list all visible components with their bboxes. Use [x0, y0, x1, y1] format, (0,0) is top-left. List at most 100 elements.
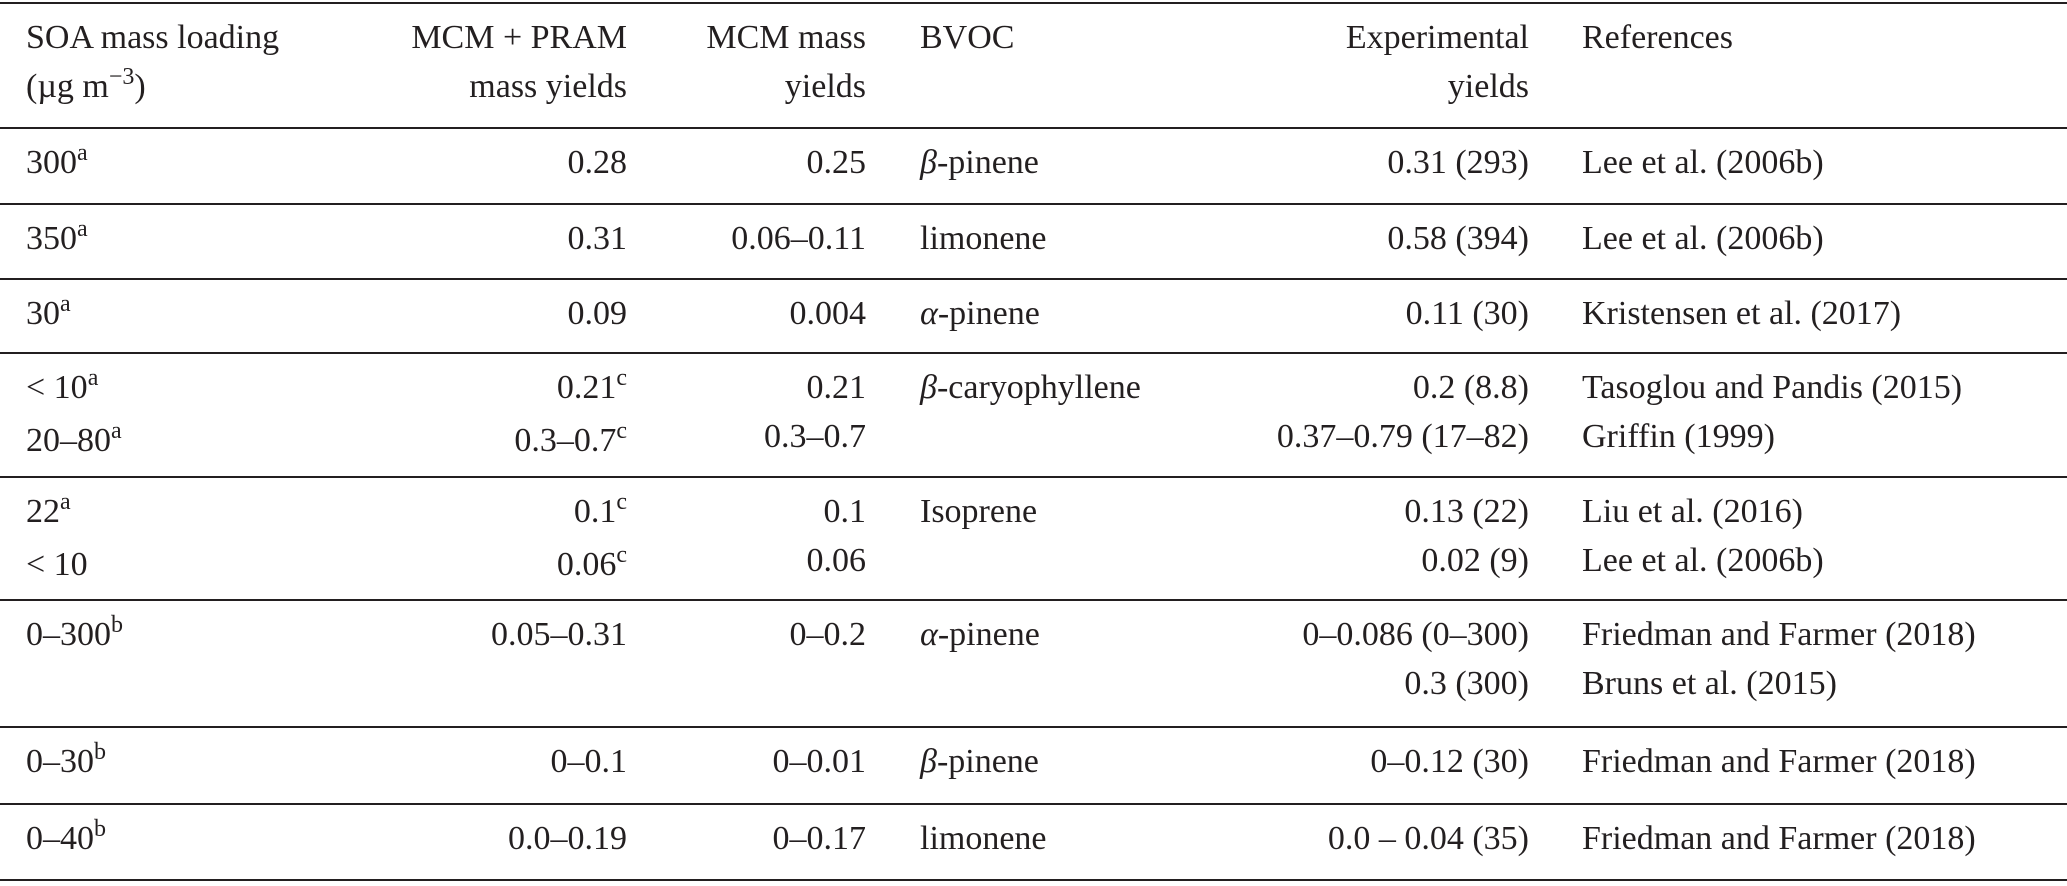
table-cell: Lee et al. (2006b) [1582, 138, 1824, 187]
table-cell: 0.13 (22) 0.02 (9) [1404, 487, 1529, 585]
cell-text: 0.3–0.7 [514, 422, 617, 459]
cell-line: 0–0.12 (30) [1370, 737, 1529, 786]
cell-line: 0.05–0.31 [491, 610, 627, 659]
cell-text: 0.58 (394) [1387, 220, 1529, 257]
cell-text: 0.28 [567, 144, 628, 181]
footnote-mark: c [616, 489, 627, 515]
cell-text: 0–40 [26, 820, 94, 857]
cell-text: Isoprene [920, 493, 1038, 530]
cell-text: Griffin (1999) [1582, 418, 1775, 455]
cell-line: 0.13 (22) [1404, 487, 1529, 536]
table-cell: 0.21c 0.3–0.7c [514, 363, 627, 469]
cell-line: 0.21c [514, 363, 627, 416]
footnote-mark: b [94, 739, 106, 765]
cell-line: MCM + PRAM [411, 13, 627, 62]
table-rule [0, 803, 2067, 805]
table-cell: 0.2 (8.8) 0.37–0.79 (17–82) [1277, 363, 1529, 461]
cell-line: 0.31 (293) [1387, 138, 1529, 187]
cell-text: (µg m [26, 68, 109, 105]
cell-text: Bruns et al. (2015) [1582, 665, 1837, 702]
table-cell: 0–0.01 [773, 737, 867, 786]
table-cell: 30a [26, 289, 71, 342]
cell-text: mass yields [469, 68, 627, 105]
cell-text: 0–0.17 [772, 820, 867, 857]
cell-text: 0.3 (300) [1404, 665, 1529, 702]
cell-line: 0.3 (300) [1302, 659, 1529, 708]
table-rule [0, 599, 2067, 601]
table-cell: Friedman and Farmer (2018) [1582, 814, 1976, 863]
cell-line: < 10 [26, 540, 88, 589]
cell-text: β-pinene [920, 743, 1039, 780]
cell-text: 0.31 (293) [1387, 144, 1529, 181]
cell-text: limonene [920, 820, 1047, 857]
table-cell: β-caryophyllene [920, 363, 1141, 412]
cell-text: Friedman and Farmer (2018) [1582, 743, 1976, 780]
table-rule [0, 127, 2067, 129]
table-cell: 0.09 [568, 289, 628, 338]
cell-line: 300a [26, 138, 88, 191]
header-cell: BVOC [920, 13, 1014, 62]
footnote-mark: a [77, 216, 88, 242]
cell-text: Tasoglou and Pandis (2015) [1582, 369, 1963, 406]
cell-text: < 10 [26, 546, 88, 583]
table-cell: 0.0–0.19 [508, 814, 627, 863]
cell-text: Kristensen et al. (2017) [1582, 295, 1902, 332]
cell-text: 0.37–0.79 (17–82) [1276, 418, 1529, 455]
cell-line: Griffin (1999) [1582, 412, 1962, 461]
table-cell: 0–300b [26, 610, 123, 663]
footnote-mark: a [77, 140, 88, 166]
cell-line: 350a [26, 214, 88, 267]
cell-text: 0–0.086 (0–300) [1302, 616, 1529, 653]
cell-line: 0.58 (394) [1387, 214, 1529, 263]
table-cell: 0–0.086 (0–300) 0.3 (300) [1302, 610, 1529, 708]
table-cell: 0.0 – 0.04 (35) [1328, 814, 1529, 863]
footnote-mark: c [616, 542, 627, 568]
table-rule [0, 2, 2067, 4]
table-cell: Friedman and Farmer (2018) Bruns et al. (… [1582, 610, 1976, 708]
table-cell: 0–40b [26, 814, 106, 867]
cell-text: 0.004 [789, 295, 867, 332]
header-cell: Experimental yields [1346, 13, 1529, 111]
cell-line: 20–80a [26, 416, 122, 469]
cell-line: Liu et al. (2016) [1582, 487, 1824, 536]
cell-text: 0–0.12 (30) [1370, 743, 1529, 780]
cell-line: < 10a [26, 363, 122, 416]
cell-text: limonene [920, 220, 1047, 257]
footnote-mark: c [616, 418, 627, 444]
cell-text: 0.1 [573, 493, 617, 530]
cell-line: 0.31 [568, 214, 628, 263]
table-cell: 22a < 10 [26, 487, 88, 589]
cell-text: Experimental [1345, 19, 1529, 56]
cell-line: β-caryophyllene [920, 363, 1141, 412]
table-cell: α-pinene [920, 289, 1040, 338]
cell-text: MCM mass [706, 19, 866, 56]
cell-text: Friedman and Farmer (2018) [1582, 820, 1976, 857]
table-cell: 0.06–0.11 [731, 214, 866, 263]
cell-text: 0.06 [556, 546, 617, 583]
table-cell: 0.28 [568, 138, 628, 187]
cell-text: 20–80 [26, 422, 111, 459]
cell-line: 0.1 [807, 487, 867, 536]
cell-line: yields [706, 62, 866, 111]
cell-line: 0–40b [26, 814, 106, 867]
cell-text: ) [134, 68, 146, 105]
cell-line: 0–0.1 [551, 737, 628, 786]
cell-line: 0.37–0.79 (17–82) [1277, 412, 1529, 461]
table-cell: β-pinene [920, 138, 1039, 187]
cell-text: < 10 [26, 369, 88, 406]
cell-text: 30 [26, 295, 60, 332]
table-cell: 0–30b [26, 737, 106, 790]
cell-line: Isoprene [920, 487, 1037, 536]
cell-line: yields [1346, 62, 1529, 111]
footnote-mark: b [94, 816, 106, 842]
cell-line: References [1582, 13, 1733, 62]
cell-text: β-pinene [920, 144, 1039, 181]
cell-text: 0.06 [806, 542, 867, 579]
table-cell: α-pinene [920, 610, 1040, 659]
cell-line: Tasoglou and Pandis (2015) [1582, 363, 1962, 412]
cell-line: BVOC [920, 13, 1014, 62]
table-cell: Isoprene [920, 487, 1037, 536]
table-rule [0, 726, 2067, 728]
cell-text: 0–0.2 [789, 616, 867, 653]
cell-text: 0.02 (9) [1421, 542, 1529, 579]
